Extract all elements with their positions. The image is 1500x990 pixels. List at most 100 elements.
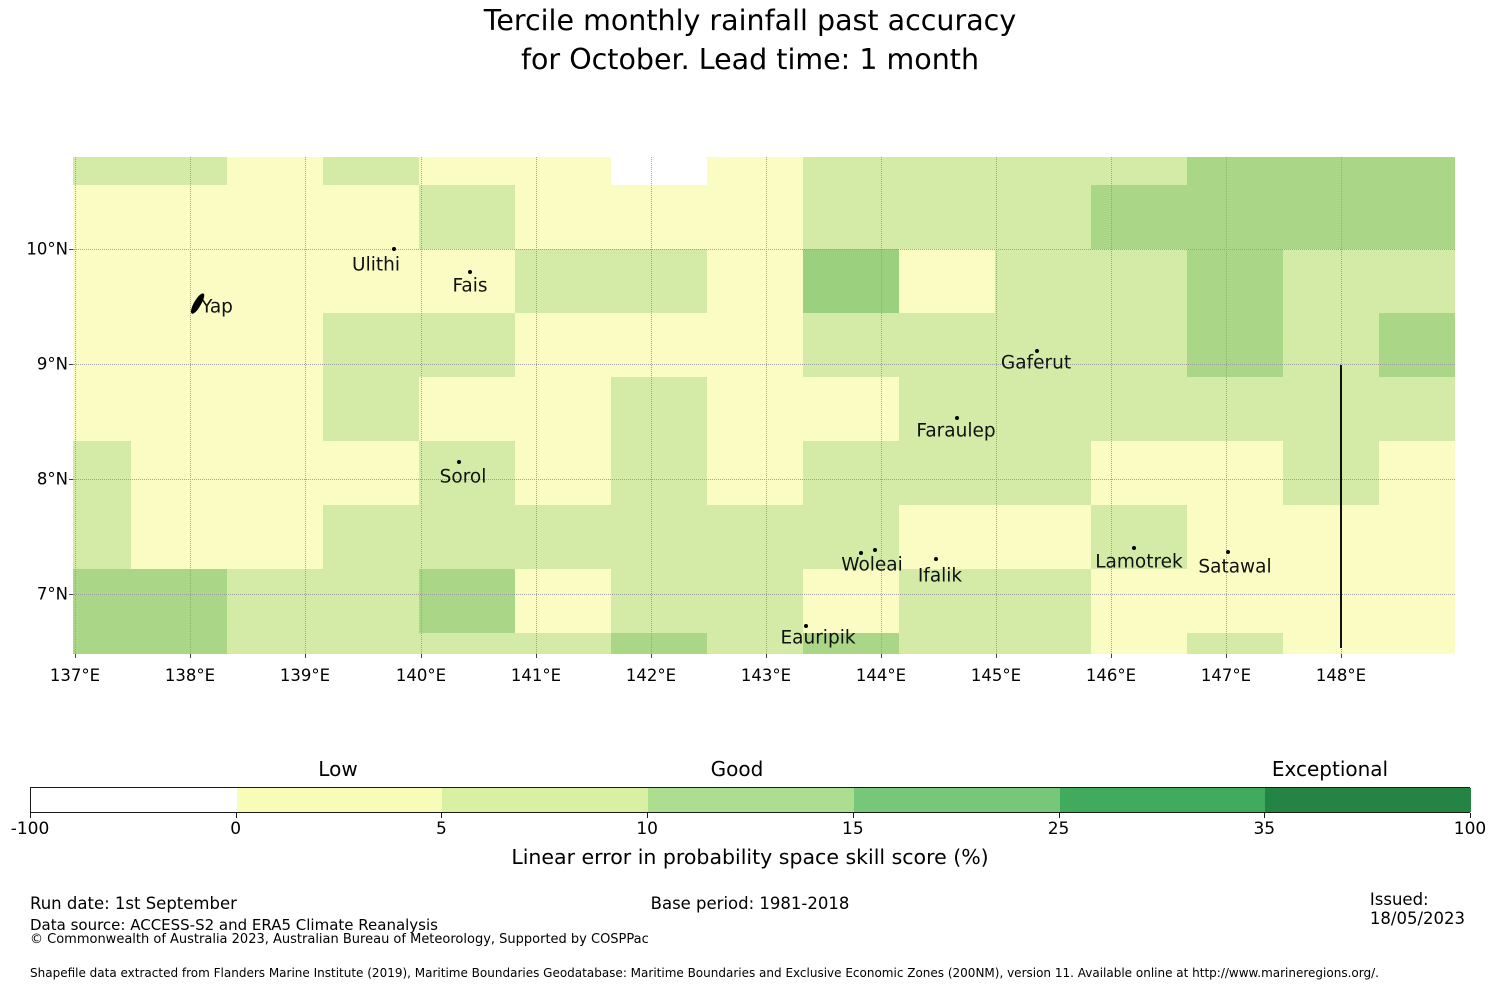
x-tick-label: 142°E bbox=[625, 666, 677, 685]
map-cell bbox=[131, 441, 227, 505]
x-tick-label: 144°E bbox=[855, 666, 907, 685]
colorbar-bar bbox=[30, 787, 1471, 813]
map-cell bbox=[131, 377, 227, 441]
map-cell bbox=[1187, 249, 1283, 313]
longitude-gridline bbox=[1111, 157, 1112, 654]
map-cell bbox=[1379, 441, 1455, 505]
map-cell bbox=[131, 313, 227, 377]
issued-date-text: Issued: 18/05/2023 bbox=[1369, 890, 1466, 928]
map-cell bbox=[73, 157, 131, 185]
x-tick-mark bbox=[766, 654, 767, 658]
map-cell bbox=[515, 377, 611, 441]
longitude-gridline bbox=[305, 157, 306, 654]
y-tick-mark bbox=[69, 594, 73, 595]
chart-title-line2: for October. Lead time: 1 month bbox=[520, 43, 980, 76]
map-cell bbox=[1379, 249, 1455, 313]
map-cell bbox=[419, 377, 515, 441]
map-cell bbox=[1379, 569, 1455, 633]
map-cell bbox=[707, 185, 803, 249]
island-dot-gaferut bbox=[1035, 349, 1039, 353]
map-cell bbox=[323, 569, 419, 633]
map-cell bbox=[1283, 185, 1379, 249]
x-tick-mark bbox=[881, 654, 882, 658]
map-cell bbox=[419, 633, 515, 654]
map-cell bbox=[1187, 313, 1283, 377]
map-cell bbox=[899, 313, 995, 377]
map-cell bbox=[707, 505, 803, 569]
x-tick-label: 147°E bbox=[1200, 666, 1252, 685]
island-dot-ifalik bbox=[934, 557, 938, 561]
island-dot-ulithi bbox=[392, 247, 396, 251]
x-tick-mark bbox=[75, 654, 76, 658]
colorbar-axis-label: Linear error in probability space skill … bbox=[511, 845, 989, 869]
base-period-text: Base period: 1981-2018 bbox=[650, 894, 850, 913]
colorbar-segment bbox=[31, 788, 237, 812]
island-dot-satawal bbox=[1226, 550, 1230, 554]
longitude-gridline bbox=[75, 157, 76, 654]
map-cell bbox=[515, 185, 611, 249]
chart-title: Tercile monthly rainfall past accuracy f… bbox=[0, 1, 1500, 79]
longitude-gridline bbox=[1226, 157, 1227, 654]
x-tick-mark bbox=[1341, 654, 1342, 658]
colorbar-tick-mark bbox=[235, 813, 237, 818]
map-cell bbox=[227, 377, 323, 441]
y-tick-mark bbox=[69, 479, 73, 480]
map-cell bbox=[707, 569, 803, 633]
map-cell bbox=[73, 377, 131, 441]
island-dot-sorol bbox=[457, 460, 461, 464]
map-cell bbox=[1283, 313, 1379, 377]
map-cell bbox=[1091, 249, 1187, 313]
map-cell bbox=[515, 633, 611, 654]
map-cell bbox=[1091, 569, 1187, 633]
colorbar-category-low: Low bbox=[318, 757, 358, 781]
y-tick-mark bbox=[69, 364, 73, 365]
map-cell bbox=[899, 249, 995, 313]
island-label-ifalik: Ifalik bbox=[917, 565, 963, 587]
colorbar-tick-label: 35 bbox=[1253, 819, 1276, 839]
map-cell bbox=[995, 157, 1091, 185]
longitude-gridline bbox=[421, 157, 422, 654]
x-tick-mark bbox=[421, 654, 422, 658]
map-cell bbox=[707, 377, 803, 441]
map-cell bbox=[995, 185, 1091, 249]
x-tick-mark bbox=[305, 654, 306, 658]
eez-boundary-line bbox=[1340, 365, 1342, 648]
map-cell bbox=[707, 633, 803, 654]
x-tick-label: 138°E bbox=[164, 666, 216, 685]
colorbar-tick-mark bbox=[1470, 813, 1471, 818]
map-cell bbox=[73, 185, 131, 249]
map-cell bbox=[323, 441, 419, 505]
map-cell bbox=[1283, 441, 1379, 505]
map-cell bbox=[419, 313, 515, 377]
map-cell bbox=[1283, 377, 1379, 441]
y-tick-label: 9°N bbox=[36, 354, 68, 374]
island-label-gaferut: Gaferut bbox=[1000, 352, 1072, 374]
colorbar-tick-mark bbox=[30, 813, 31, 818]
island-label-yap: Yap bbox=[201, 296, 233, 318]
map-cell bbox=[995, 441, 1091, 505]
colorbar-tick-mark bbox=[1058, 813, 1060, 818]
island-label-faraulep: Faraulep bbox=[916, 420, 996, 442]
map-plot bbox=[73, 157, 1455, 654]
map-cell bbox=[227, 441, 323, 505]
map-cell bbox=[1379, 157, 1455, 185]
map-cell bbox=[1091, 185, 1187, 249]
map-cell bbox=[73, 313, 131, 377]
map-cell bbox=[227, 505, 323, 569]
map-cell bbox=[899, 185, 995, 249]
colorbar-segment bbox=[1265, 788, 1471, 812]
longitude-gridline bbox=[190, 157, 191, 654]
island-label-ulithi: Ulithi bbox=[352, 254, 400, 276]
y-tick-label: 8°N bbox=[36, 469, 68, 489]
map-cell bbox=[73, 633, 131, 654]
island-label-lamotrek: Lamotrek bbox=[1095, 551, 1183, 573]
map-cell bbox=[131, 633, 227, 654]
map-cell bbox=[131, 505, 227, 569]
map-cell bbox=[1091, 505, 1187, 569]
map-cell bbox=[707, 157, 803, 185]
map-cell bbox=[803, 633, 899, 654]
map-cell bbox=[1091, 157, 1187, 185]
island-dot-eauripik bbox=[804, 624, 808, 628]
map-cell bbox=[131, 185, 227, 249]
map-cell bbox=[419, 157, 515, 185]
